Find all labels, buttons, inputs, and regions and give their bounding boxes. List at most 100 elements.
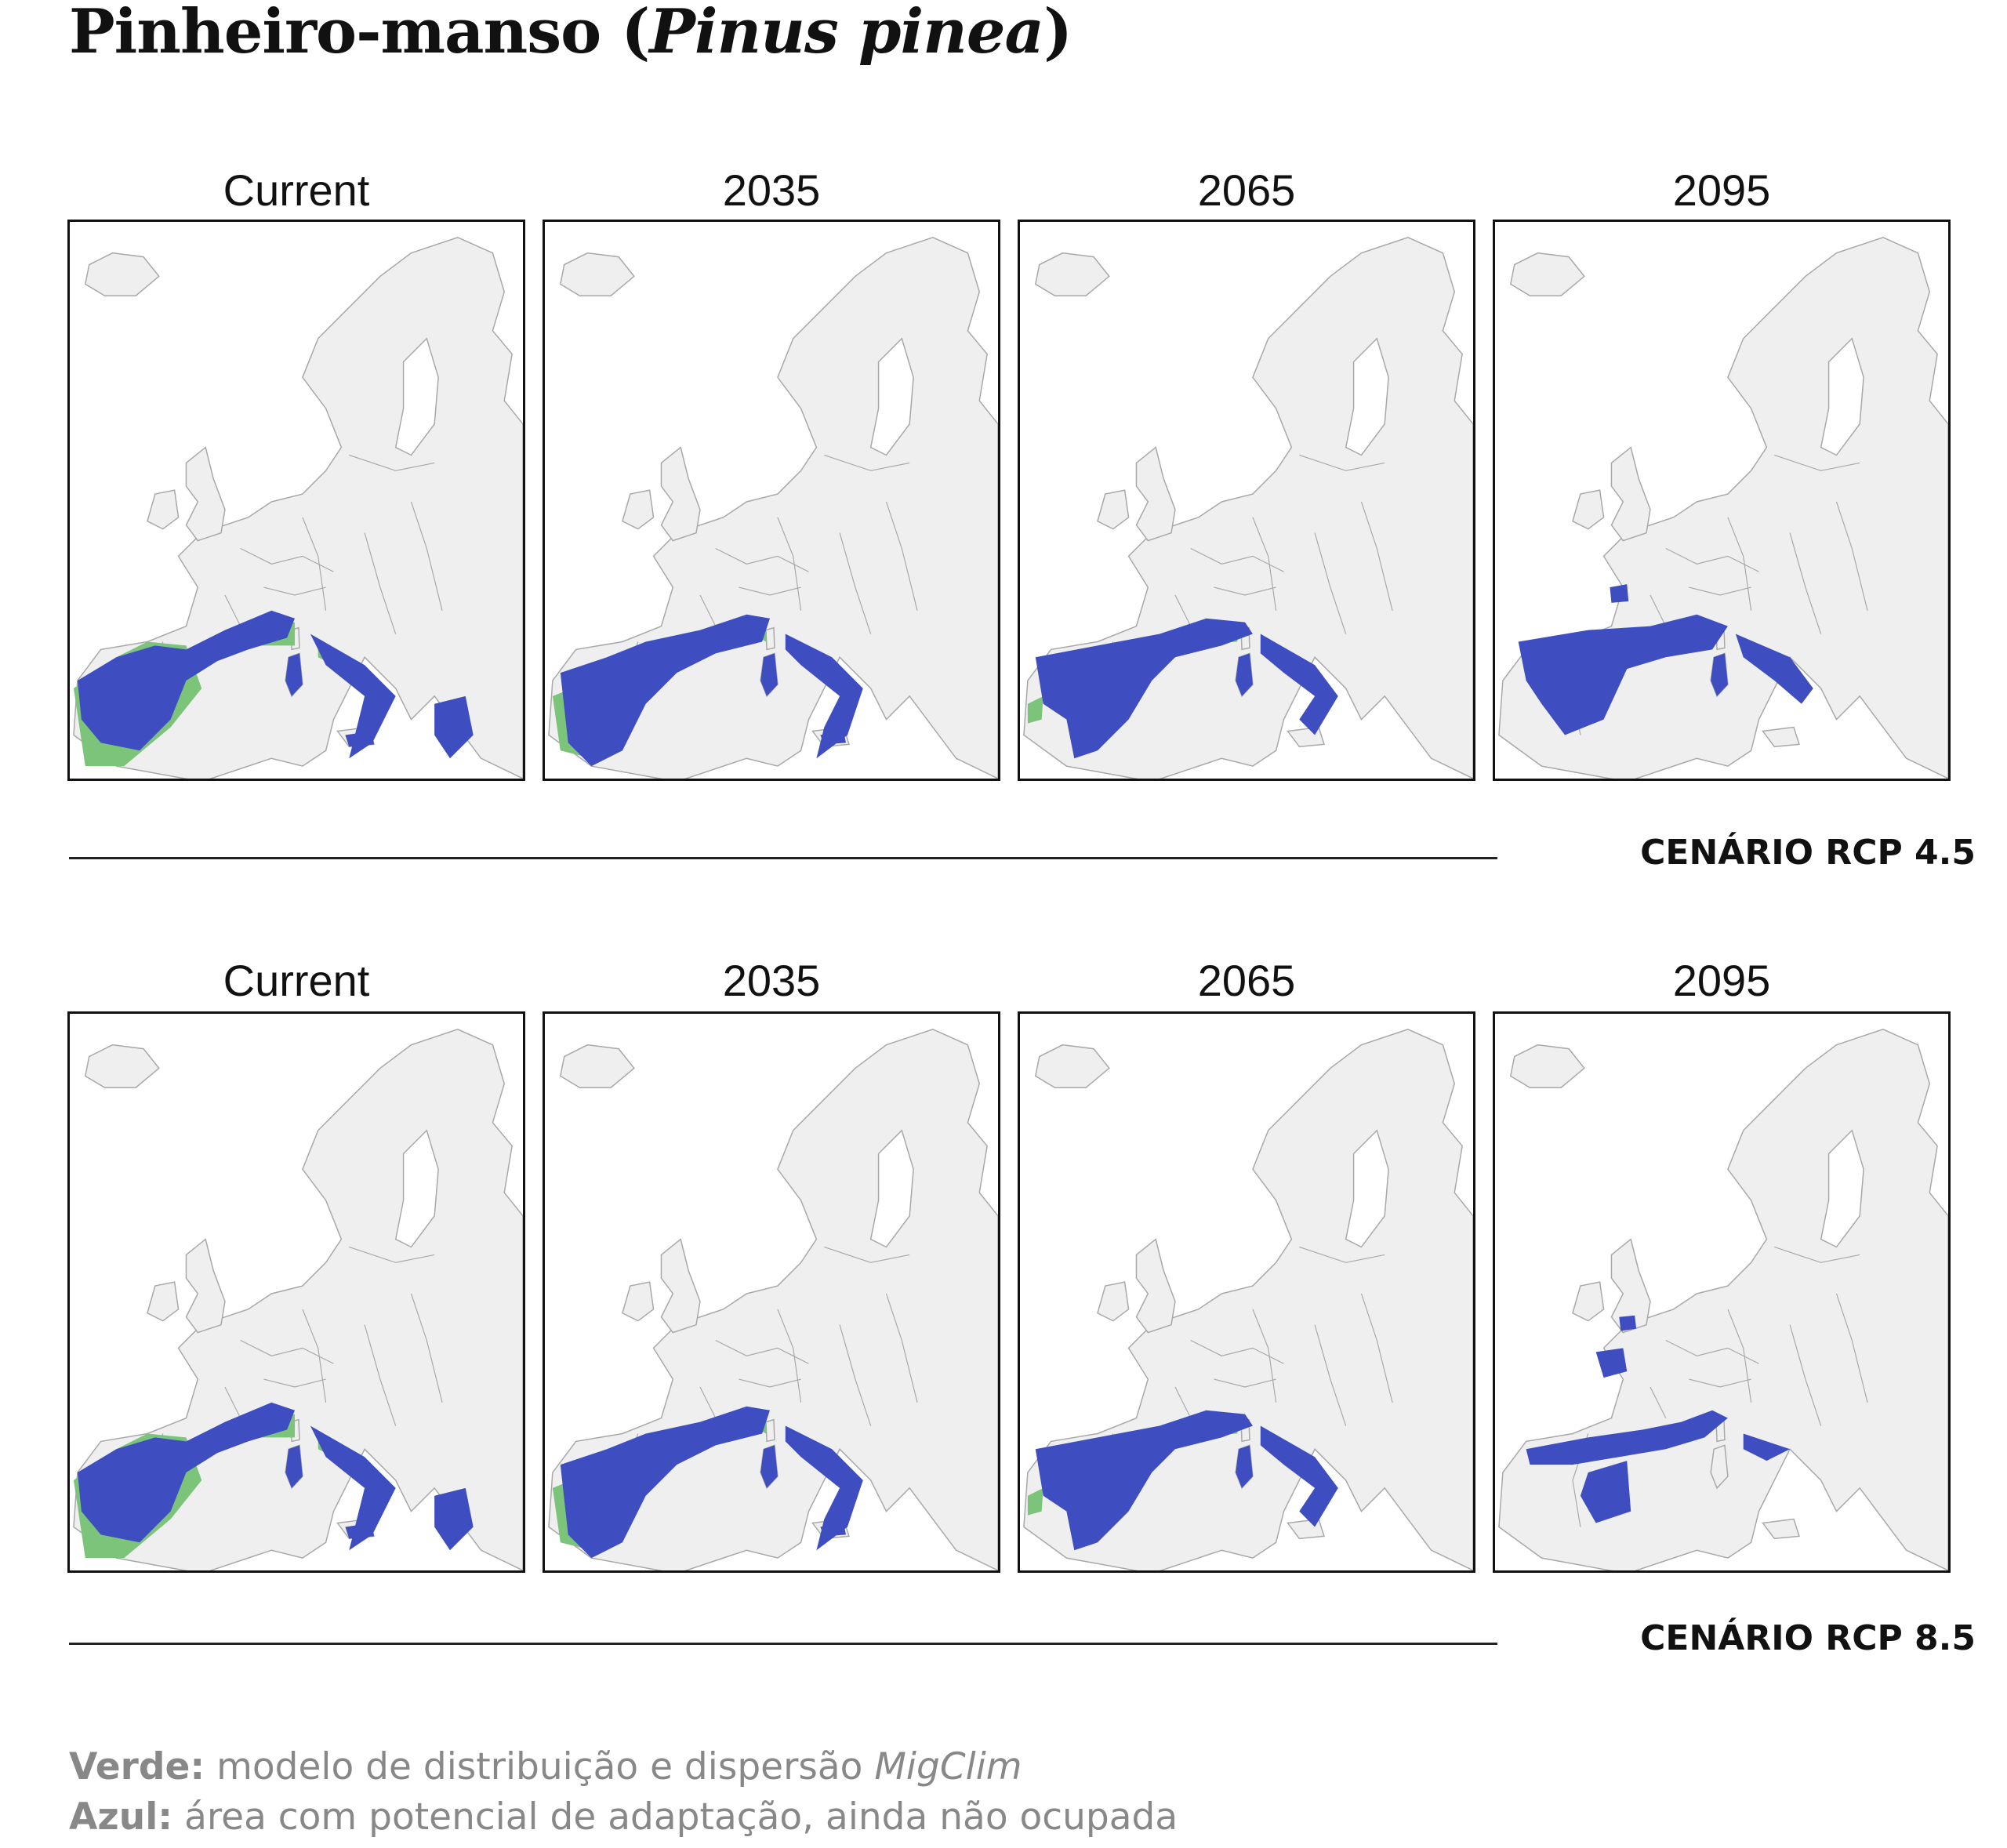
blue-range — [1035, 618, 1253, 759]
country-border — [1360, 1293, 1393, 1403]
country-border — [777, 517, 802, 611]
panel-label: 2065 — [1197, 165, 1296, 215]
blue-range — [1236, 653, 1253, 696]
blue-range — [785, 1425, 863, 1551]
land-shape — [1097, 1281, 1130, 1322]
panel-label: 2035 — [722, 165, 821, 215]
country-border — [699, 594, 717, 626]
land-shape — [1762, 726, 1800, 748]
blue-range — [760, 1445, 778, 1488]
europe-map-svg — [1023, 1029, 1473, 1570]
europe-map — [1018, 1011, 1475, 1573]
country-border — [1727, 517, 1752, 611]
blue-range — [345, 1523, 374, 1539]
europe-map — [543, 1011, 1000, 1573]
blue-range — [345, 731, 374, 747]
europe-map — [543, 220, 1000, 781]
country-border — [364, 1324, 397, 1426]
blue-range — [760, 653, 778, 696]
land-shape — [559, 252, 635, 296]
europe-map — [1493, 1011, 1951, 1573]
blue-range — [310, 1425, 396, 1551]
land-shape — [147, 1281, 180, 1322]
country-border — [302, 517, 327, 611]
europe-map-svg — [73, 1029, 523, 1570]
country-border — [1190, 1339, 1284, 1364]
country-border — [1360, 501, 1393, 611]
country-border — [839, 1324, 872, 1426]
country-border — [1727, 1309, 1752, 1403]
blue-range — [1518, 614, 1728, 735]
land-shape — [1097, 489, 1130, 530]
country-border — [349, 454, 435, 471]
land-shape — [1135, 446, 1176, 542]
legend-blue: Azul: área com potencial de adaptação, a… — [69, 1795, 1178, 1839]
green-range — [1027, 1487, 1043, 1516]
sea-shape — [394, 1129, 439, 1248]
panel-label: 2065 — [1197, 956, 1296, 1005]
country-border — [739, 1378, 801, 1388]
land-shape — [1509, 252, 1585, 296]
land-shape — [1034, 1044, 1110, 1088]
blue-range — [560, 1406, 771, 1559]
country-border — [1190, 547, 1284, 572]
land-shape — [147, 489, 180, 530]
scenario-divider — [69, 857, 1497, 859]
blue-range — [310, 634, 396, 759]
land-shape — [1509, 1044, 1585, 1088]
blue-range — [1735, 634, 1813, 704]
country-border — [1789, 532, 1822, 634]
country-border — [1650, 1386, 1667, 1418]
sea-shape — [394, 337, 439, 456]
land-shape — [660, 1238, 701, 1334]
country-border — [240, 547, 334, 572]
country-border — [349, 1246, 435, 1263]
country-border — [839, 532, 872, 634]
green-range — [1027, 695, 1043, 724]
country-border — [1314, 532, 1347, 634]
country-border — [1299, 454, 1385, 471]
sea-shape — [869, 337, 914, 456]
country-border — [1214, 1378, 1276, 1388]
country-border — [1252, 1309, 1277, 1403]
blue-range — [820, 1523, 847, 1537]
land-shape — [622, 1281, 655, 1322]
sea-shape — [869, 1129, 914, 1248]
sea-shape — [1820, 1129, 1864, 1248]
country-border — [1314, 1324, 1347, 1426]
country-border — [1299, 1246, 1385, 1263]
country-border — [364, 532, 397, 634]
country-border — [777, 1309, 802, 1403]
country-border — [1835, 1293, 1868, 1403]
country-border — [1650, 594, 1667, 626]
land-shape — [765, 1418, 775, 1443]
blue-range — [434, 1487, 474, 1551]
blue-range — [1526, 1410, 1728, 1465]
sea-shape — [1345, 337, 1389, 456]
land-shape — [1762, 1518, 1800, 1540]
sea-shape — [1820, 337, 1864, 456]
europe-map-svg — [548, 237, 998, 779]
legend-green: Verde: modelo de distribuição e dispersã… — [69, 1745, 1022, 1788]
blue-range — [1743, 1433, 1791, 1461]
europe-map-svg — [1498, 1029, 1948, 1570]
country-border — [885, 1293, 918, 1403]
europe-map-svg — [1023, 237, 1473, 779]
land-shape — [1287, 726, 1325, 748]
blue-range — [560, 614, 771, 767]
country-border — [1174, 1386, 1192, 1418]
land-shape — [622, 489, 655, 530]
blue-range — [1619, 1315, 1637, 1331]
land-shape — [1034, 252, 1110, 296]
europe-map — [1018, 220, 1475, 781]
country-border — [885, 501, 918, 611]
country-border — [715, 547, 809, 572]
land-shape — [660, 446, 701, 542]
land-shape — [1287, 1518, 1325, 1540]
country-border — [824, 454, 910, 471]
europe-map — [67, 1011, 525, 1573]
country-border — [1774, 1246, 1860, 1263]
country-border — [1774, 454, 1860, 471]
country-border — [1665, 1339, 1759, 1364]
panel-label: 2035 — [722, 956, 821, 1005]
